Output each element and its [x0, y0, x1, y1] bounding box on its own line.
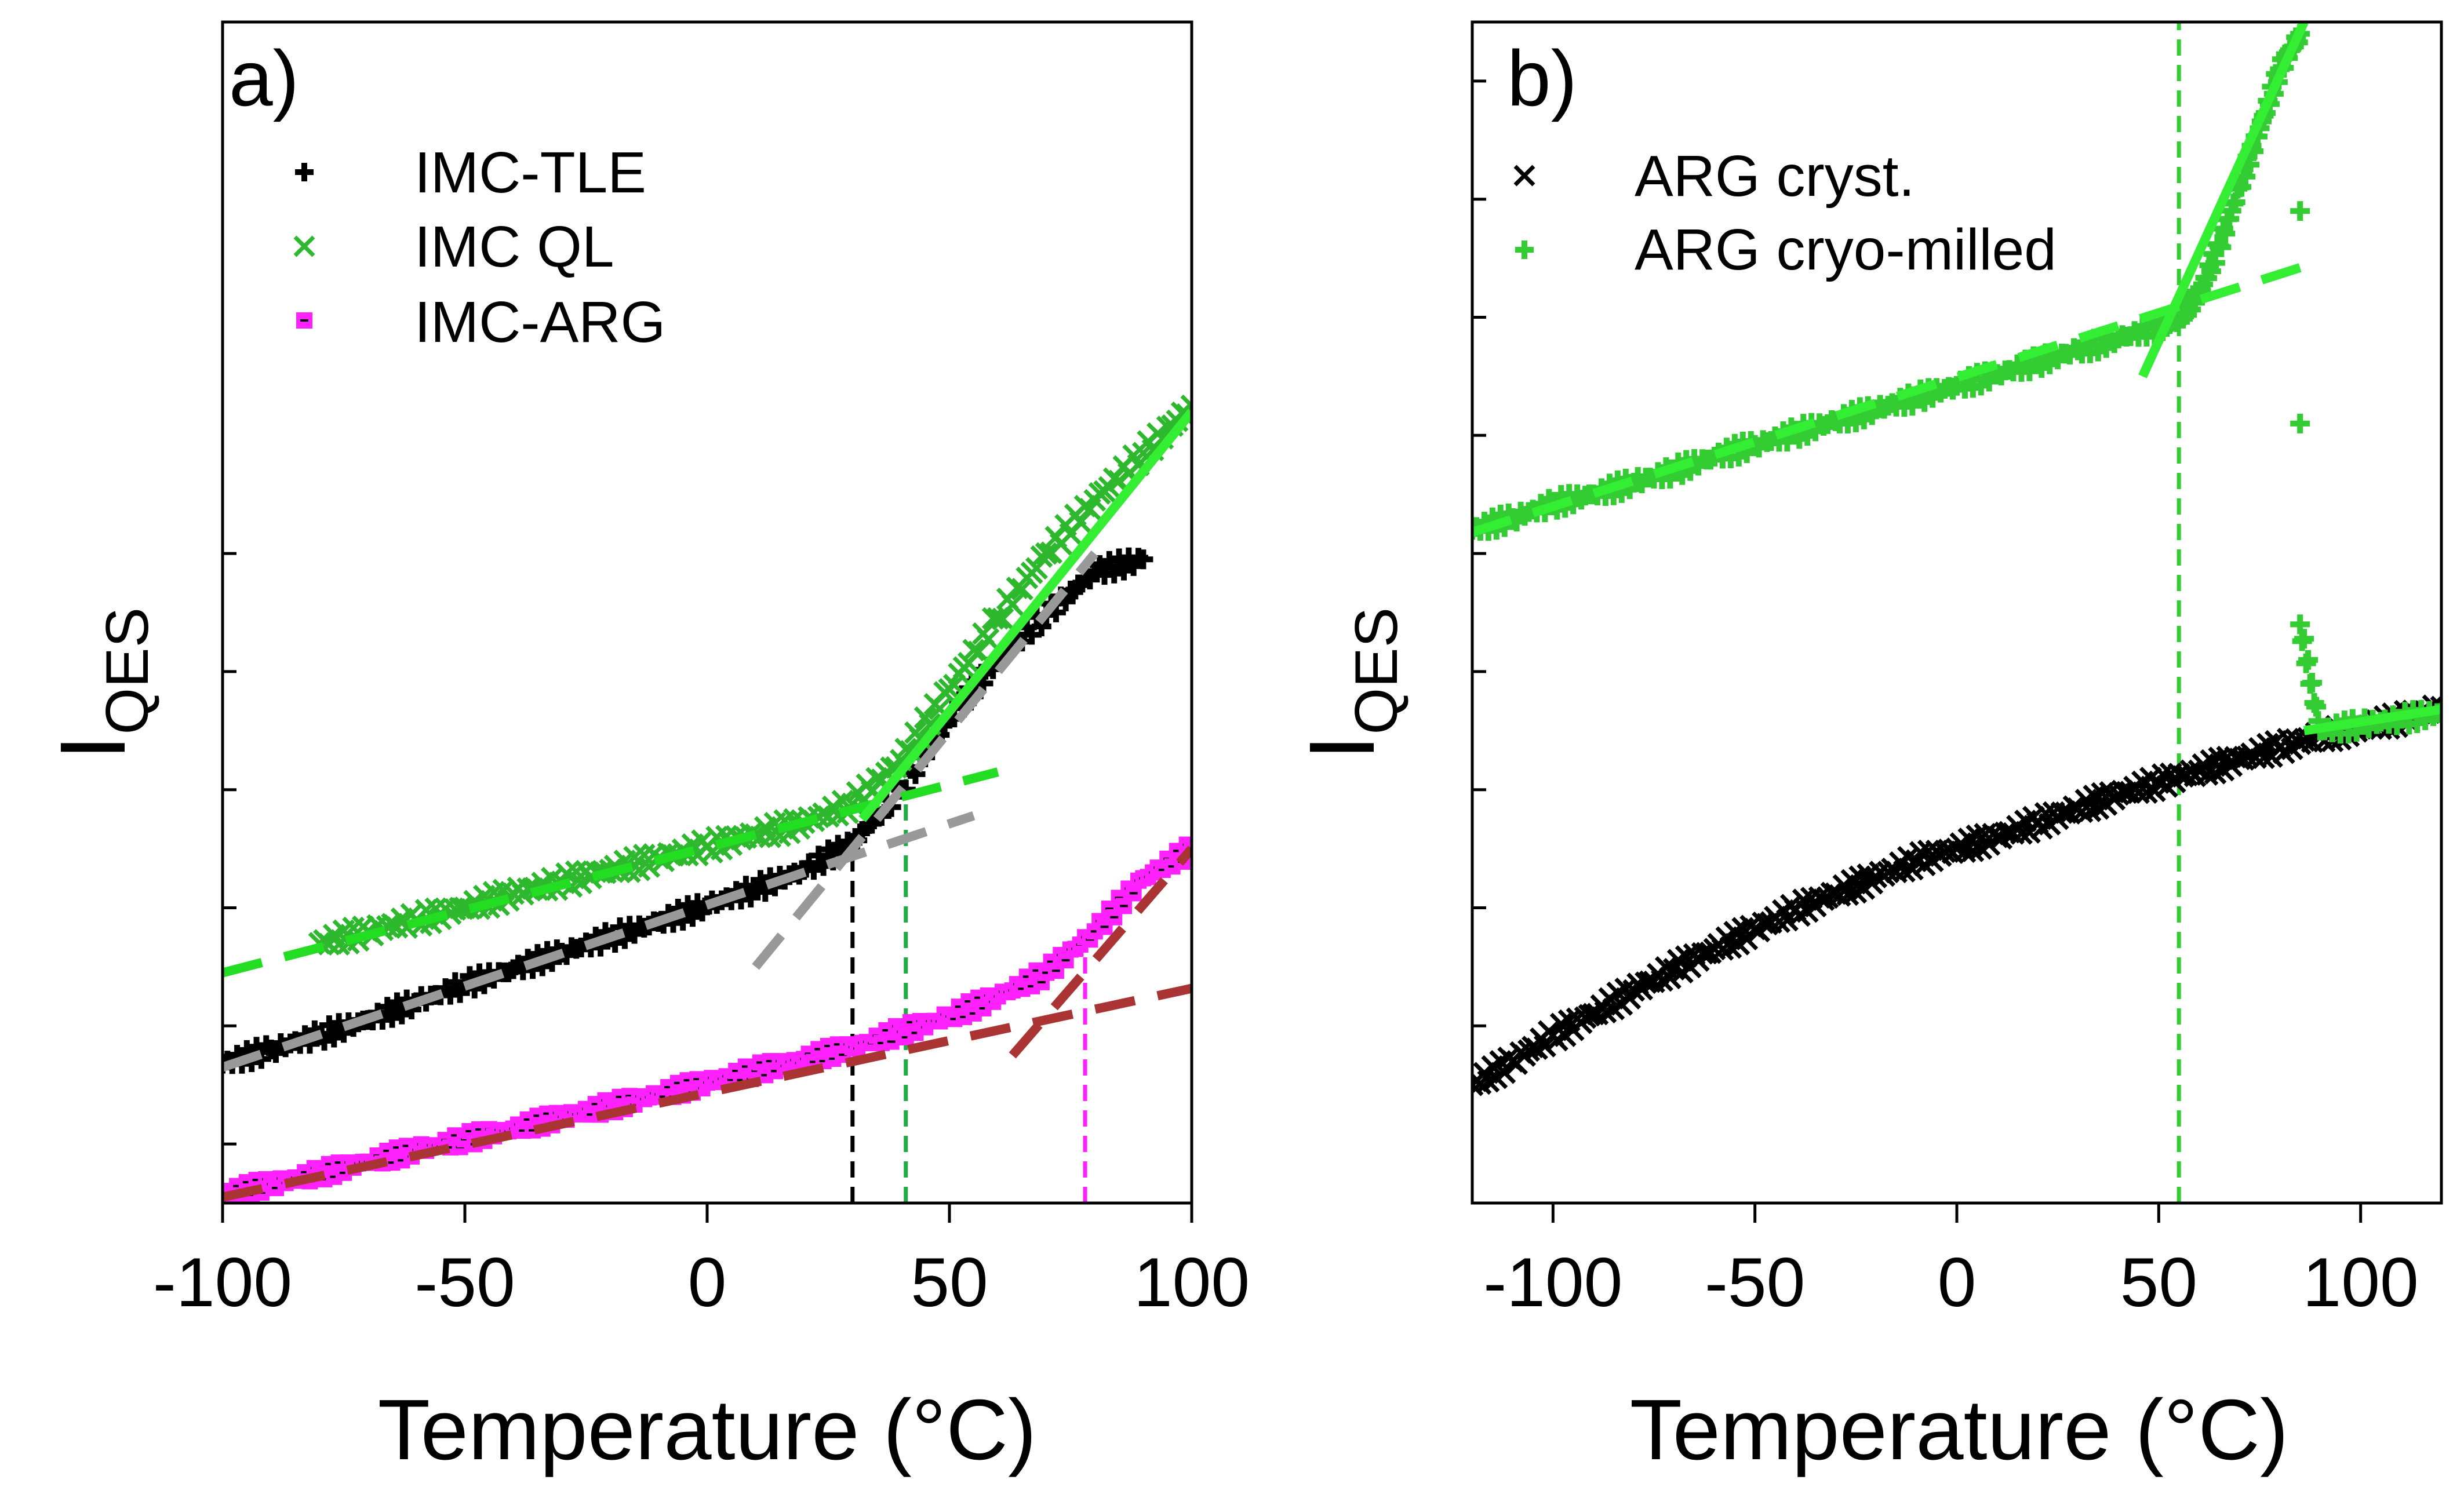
fit-line-arg-cryo-milled	[1472, 263, 2302, 537]
fit-line-imc-tle	[752, 551, 1098, 970]
panel-b-x-tick-label: -100	[1483, 1244, 1622, 1321]
panel-a-plot-area	[223, 394, 1192, 1203]
panel-a-fit-lines	[223, 409, 1192, 1202]
data-point	[2205, 253, 2225, 273]
legend-label-arg-cryst: ARG cryst.	[1635, 144, 1915, 209]
panel-b-y-axis	[1472, 79, 1486, 1027]
panel-b-x-tick-label: 50	[2120, 1244, 2197, 1321]
svg-text:IQES: IQES	[1290, 607, 1410, 760]
legend-item-imc-tle: IMC-TLE	[295, 140, 646, 205]
data-point	[2294, 629, 2314, 649]
legend-marker-imc-arg	[296, 312, 312, 329]
data-point	[2298, 650, 2319, 670]
data-point	[981, 607, 1004, 630]
panel-a-y-axis-title: IQES	[41, 607, 161, 760]
data-point	[1010, 578, 1033, 601]
panel-b: -100 -50 0 50 100 b) Temperature (°C) IQES A…	[1290, 20, 2443, 1478]
panel-a-x-axis: -100 -50 0 50 100	[153, 1203, 1250, 1321]
legend-label-imc-ql: IMC QL	[414, 214, 614, 279]
data-point	[1133, 549, 1153, 570]
panel-b-x-axis-title: Temperature (°C)	[1630, 1382, 2289, 1478]
legend-item-arg-cryo-milled: ARG cryo-milled	[1515, 217, 2057, 282]
data-point	[2050, 801, 2073, 824]
panel-b-fit-lines	[1472, 22, 2441, 735]
panel-a-x-axis-title: Temperature (°C)	[378, 1382, 1037, 1478]
panel-a-x-tick-label: 50	[911, 1244, 988, 1321]
fit-line-imc-ql	[858, 409, 1192, 822]
panel-b-y-axis-title-sub: QES	[1343, 607, 1410, 735]
panel-b-data-points	[1472, 24, 2441, 1096]
data-point	[2211, 237, 2232, 257]
panel-a-y-axis-title-sub: QES	[94, 607, 161, 735]
panel-a-label: a)	[229, 34, 299, 122]
legend-marker-arg-cryo-milled	[1515, 240, 1534, 259]
panel-a-x-tick-label: 100	[1134, 1244, 1250, 1321]
panel-b-plot-area	[1472, 22, 2441, 1203]
legend-label-imc-tle: IMC-TLE	[414, 140, 646, 205]
panel-a-legend: IMC-TLE IMC QL IMC-ARG	[293, 140, 665, 355]
legend-item-imc-ql: IMC QL	[293, 214, 614, 279]
data-point	[2236, 166, 2256, 187]
legend-symbol	[1513, 165, 1535, 187]
legend-marker-imc-ql	[293, 235, 315, 257]
fit-line-imc-arg	[223, 983, 1192, 1202]
legend-marker-imc-tle	[295, 163, 314, 181]
data-point	[977, 628, 1000, 651]
fit-line-arg-cryo-milled	[2303, 705, 2441, 735]
data-point	[736, 876, 756, 896]
panel-b-label: b)	[1507, 34, 1577, 122]
data-point	[1069, 511, 1092, 534]
panel-a-x-tick-label: -50	[414, 1244, 515, 1321]
data-point	[2290, 614, 2310, 635]
panel-a: -100 -50 0 50 100 a) Temperature (°C) IQES I…	[41, 20, 1250, 1478]
panel-b-x-tick-label: -50	[1705, 1244, 1805, 1321]
data-point	[2196, 763, 2219, 786]
data-point	[2290, 201, 2310, 221]
legend-item-arg-cryst: ARG cryst.	[1513, 144, 1915, 209]
data-point	[1035, 542, 1058, 565]
fit-line-imc-arg	[1009, 845, 1192, 1059]
legend-symbol	[296, 312, 312, 329]
panel-a-x-tick-label: -100	[153, 1244, 292, 1321]
data-point	[2252, 746, 2275, 770]
data-point	[962, 639, 985, 662]
legend-label-imc-arg: IMC-ARG	[414, 290, 665, 355]
panel-a-x-tick-label: 0	[688, 1244, 727, 1321]
data-point	[565, 860, 588, 883]
data-point	[1691, 942, 1714, 965]
legend-symbol	[295, 163, 314, 181]
panel-a-y-axis	[223, 552, 236, 1146]
data-point	[1180, 394, 1192, 417]
svg-text:IQES: IQES	[41, 607, 161, 760]
panel-b-frame	[1471, 20, 2443, 1205]
legend-symbol	[293, 235, 315, 257]
panel-b-y-axis-title: IQES	[1290, 607, 1410, 760]
panel-b-x-tick-label: 100	[2303, 1244, 2419, 1321]
data-point	[2010, 822, 2033, 845]
series-arg-cryst	[1472, 694, 2441, 1096]
series-arg-cryo-milled	[1472, 24, 2441, 744]
data-point	[2232, 177, 2252, 197]
data-point	[1001, 593, 1024, 616]
panel-a-data-points	[223, 394, 1192, 1203]
data-point	[991, 607, 1014, 630]
legend-symbol	[1515, 240, 1534, 259]
panel-a-y-axis-title-main: I	[41, 735, 144, 760]
panel-b-y-axis-title-main: I	[1290, 735, 1393, 760]
data-point	[2302, 673, 2323, 693]
panel-b-x-tick-label: 0	[1938, 1244, 1977, 1321]
data-point	[2290, 413, 2310, 433]
series-imc-ql	[308, 394, 1192, 956]
panel-b-legend: ARG cryst. ARG cryo-milled	[1513, 144, 2057, 282]
data-point	[1104, 563, 1124, 584]
fit-line-arg-cryo-milled	[2138, 22, 2309, 378]
panel-b-x-axis: -100 -50 0 50 100	[1483, 1203, 2419, 1321]
legend-label-arg-cryo-milled: ARG cryo-milled	[1635, 217, 2057, 282]
data-point	[382, 1008, 402, 1028]
data-point	[314, 1030, 334, 1051]
legend-item-imc-arg: IMC-ARG	[296, 290, 665, 355]
legend-marker-arg-cryst	[1513, 165, 1535, 187]
panel-a-transition-lines	[850, 760, 1087, 1203]
